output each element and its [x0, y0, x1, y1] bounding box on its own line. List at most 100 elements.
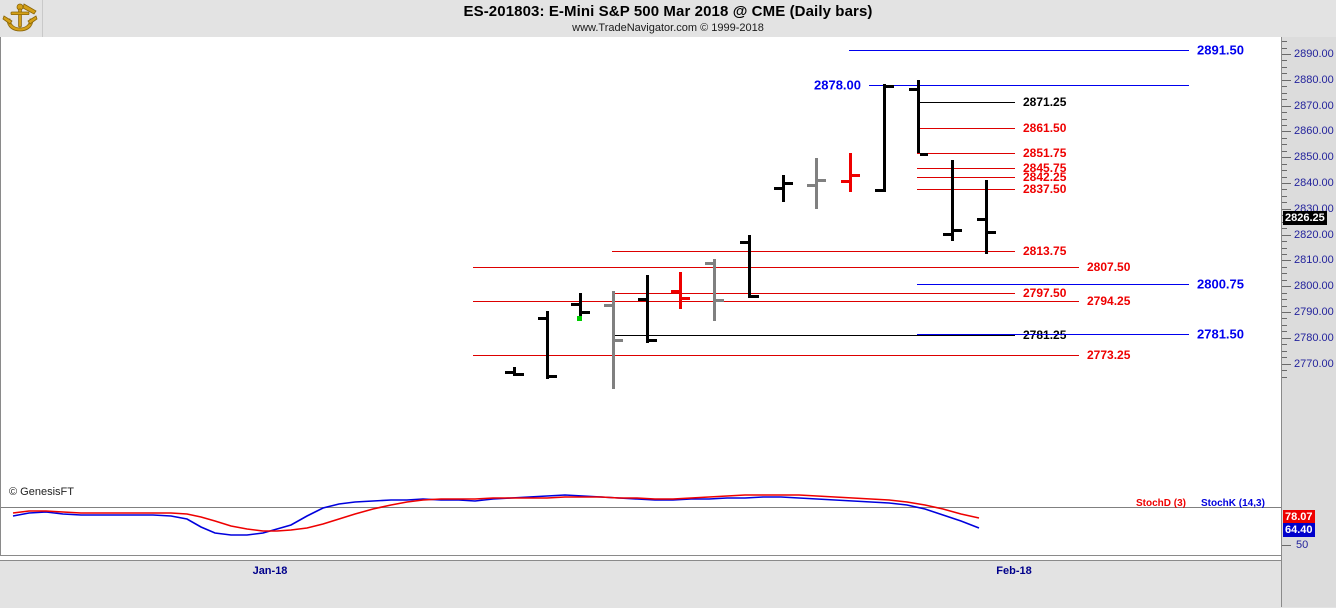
price-level-label[interactable]: 2794.25 — [1087, 294, 1131, 309]
ohlc-bar[interactable] — [579, 292, 582, 318]
price-level-line[interactable] — [473, 301, 1079, 303]
ohlc-open-tick — [943, 233, 951, 237]
price-axis-label: 2840.00 — [1294, 177, 1334, 189]
ohlc-bar[interactable] — [646, 274, 649, 343]
price-axis-label: 2860.00 — [1294, 125, 1334, 138]
price-axis-label: 2780.00 — [1294, 331, 1334, 344]
price-level-label[interactable]: 2842.25 — [1023, 170, 1067, 185]
ohlc-close-tick — [516, 372, 524, 376]
axis-tick-major — [1282, 208, 1291, 210]
indicator-legend-item[interactable]: StochD (3) — [1136, 498, 1186, 509]
axis-tick-minor — [1282, 47, 1287, 49]
anchor-logo-svg — [2, 3, 38, 32]
ohlc-bar[interactable] — [679, 272, 682, 310]
price-level-line[interactable] — [612, 334, 1015, 336]
axis-tick-minor — [1282, 266, 1287, 268]
price-level-label[interactable]: 2797.50 — [1023, 285, 1067, 300]
axis-tick-minor — [1282, 163, 1287, 165]
price-level-line[interactable] — [473, 266, 1079, 268]
price-level-line[interactable] — [869, 84, 1189, 86]
price-level-line[interactable] — [612, 292, 1015, 294]
price-axis[interactable]: 2890.00 2880.00 2870.00 2860.00 2850.00 2840.… — [1281, 37, 1336, 607]
stochastic-midline — [1, 507, 1282, 508]
price-level-label[interactable]: 2871.25 — [1023, 95, 1067, 110]
axis-tick-minor — [1282, 73, 1287, 75]
price-level-line[interactable] — [917, 127, 1015, 129]
axis-tick-minor — [1282, 357, 1287, 359]
price-level-line[interactable] — [473, 355, 1079, 357]
stochastic-chart — [12, 494, 980, 536]
axis-tick-minor — [1282, 305, 1287, 307]
price-level-line[interactable] — [917, 284, 1189, 286]
price-level-label[interactable]: 2773.25 — [1087, 348, 1131, 363]
ohlc-close-tick — [649, 339, 657, 343]
ohlc-bar[interactable] — [782, 175, 785, 203]
price-level-line[interactable] — [917, 152, 1015, 154]
watermark: © GenesisFT — [9, 486, 74, 498]
ohlc-open-tick — [841, 180, 849, 184]
price-level-label[interactable]: 2891.50 — [1197, 42, 1244, 58]
price-level-label[interactable]: 2800.75 — [1197, 276, 1244, 292]
date-axis-label: Feb-18 — [996, 565, 1032, 577]
ohlc-bar[interactable] — [546, 310, 549, 380]
ohlc-bar[interactable] — [849, 153, 852, 193]
axis-tick-major — [1282, 79, 1291, 81]
axis-tick-major — [1282, 337, 1291, 339]
date-axis[interactable]: Jan-18 Feb-18 — [0, 560, 1336, 608]
ohlc-open-tick — [604, 304, 612, 308]
axis-tick-minor — [1282, 86, 1287, 88]
ohlc-bar[interactable] — [713, 259, 716, 322]
price-level-label[interactable]: 2845.75 — [1023, 161, 1067, 176]
axis-tick-minor — [1282, 253, 1287, 255]
axis-tick-minor — [1282, 99, 1287, 101]
axis-tick-minor — [1282, 195, 1287, 197]
ohlc-open-tick — [705, 261, 713, 265]
axis-tick-minor — [1282, 150, 1287, 152]
subtitle: www.TradeNavigator.com © 1999-2018 — [572, 22, 764, 34]
ohlc-bar[interactable] — [917, 79, 920, 154]
price-level-label[interactable]: 2837.50 — [1023, 182, 1067, 197]
ohlc-bar[interactable] — [883, 83, 886, 193]
ohlc-open-tick — [671, 290, 679, 294]
stochastic-value-badge[interactable]: 64.40 — [1283, 523, 1315, 537]
price-level-line[interactable] — [849, 50, 1189, 52]
date-axis-label: Jan-18 — [252, 565, 288, 577]
axis-tick-minor — [1282, 124, 1287, 126]
ohlc-bar[interactable] — [985, 180, 988, 254]
ohlc-close-tick — [716, 299, 724, 303]
ohlc-open-tick — [538, 317, 546, 321]
price-level-line[interactable] — [917, 189, 1015, 191]
axis-tick-minor — [1282, 60, 1287, 62]
axis-tick-major — [1282, 105, 1291, 107]
ohlc-bar[interactable] — [612, 291, 615, 390]
price-level-label[interactable]: 2878.00 — [814, 77, 861, 93]
price-axis-label: 2770.00 — [1294, 357, 1334, 370]
ohlc-close-tick — [886, 84, 894, 88]
price-plot[interactable]: 2891.50 2878.00 2871.25 2861.50 2851.75 2845.… — [0, 37, 1282, 555]
ohlc-close-tick — [920, 153, 928, 157]
price-level-label[interactable]: 2861.50 — [1023, 120, 1067, 135]
ohlc-bar[interactable] — [951, 159, 954, 242]
price-level-line[interactable] — [917, 168, 1015, 170]
price-level-line[interactable] — [612, 250, 1015, 252]
axis-tick-minor — [1282, 202, 1287, 204]
price-level-line[interactable] — [917, 333, 1189, 335]
price-axis-label: 2890.00 — [1294, 48, 1334, 60]
ohlc-bar[interactable] — [513, 367, 516, 377]
stochastic-value-badge[interactable]: 78.07 — [1283, 510, 1315, 524]
price-level-label[interactable]: 2781.50 — [1197, 326, 1244, 342]
ohlc-bar[interactable] — [815, 158, 818, 209]
axis-tick-minor — [1282, 228, 1287, 230]
ohlc-bar[interactable] — [748, 234, 751, 298]
price-level-line[interactable] — [917, 102, 1015, 104]
current-price-badge[interactable]: 2826.25 — [1283, 211, 1327, 226]
price-level-label[interactable]: 2851.75 — [1023, 145, 1067, 160]
price-level-label[interactable]: 2813.75 — [1023, 243, 1067, 258]
indicator-legend-item[interactable]: StochK (14,3) — [1201, 498, 1265, 509]
ohlc-close-tick — [549, 375, 557, 379]
price-axis-label: 2850.00 — [1294, 151, 1334, 164]
price-level-line[interactable] — [917, 177, 1015, 179]
price-level-label[interactable]: 2807.50 — [1087, 259, 1131, 274]
axis-tick-minor — [1282, 376, 1287, 378]
